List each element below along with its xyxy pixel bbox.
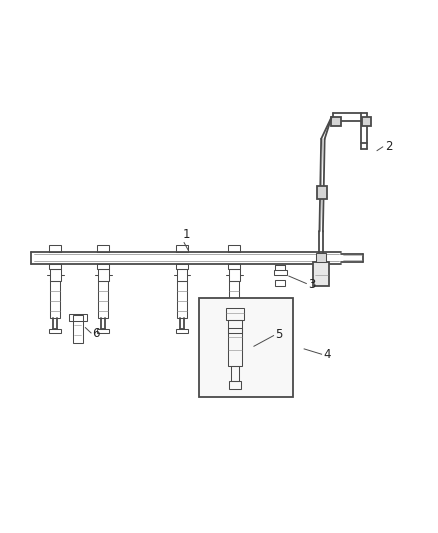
Bar [98, 269, 109, 281]
Bar [228, 245, 240, 252]
Bar [274, 270, 287, 275]
Bar [230, 281, 239, 318]
Bar [177, 269, 187, 281]
Bar [317, 186, 327, 199]
Bar [316, 253, 326, 262]
Bar [176, 245, 188, 252]
Bar [230, 381, 241, 389]
Bar [176, 329, 188, 333]
Bar [228, 320, 243, 333]
Text: 2: 2 [385, 140, 392, 153]
Bar [199, 298, 293, 397]
Text: 5: 5 [275, 328, 282, 341]
Bar [69, 314, 87, 321]
Text: 1: 1 [183, 228, 190, 241]
Text: 3: 3 [308, 278, 316, 290]
Bar [49, 329, 61, 333]
Bar [97, 329, 110, 333]
Bar [228, 329, 240, 333]
Bar [226, 308, 244, 320]
Bar [97, 264, 110, 269]
Bar [177, 281, 187, 318]
Bar [50, 281, 60, 318]
Bar [97, 245, 110, 252]
Bar [229, 269, 240, 281]
Bar [176, 264, 188, 269]
Text: 6: 6 [92, 327, 100, 340]
Bar [228, 264, 240, 269]
Bar [229, 328, 242, 366]
Bar [331, 117, 341, 126]
Bar [99, 281, 108, 318]
Bar [49, 264, 61, 269]
Bar [73, 316, 83, 343]
Bar [231, 366, 240, 381]
Bar [275, 280, 286, 286]
Bar [50, 269, 60, 281]
Bar [313, 262, 329, 286]
Bar [49, 245, 61, 252]
Bar [362, 117, 371, 126]
Text: 4: 4 [323, 348, 330, 361]
